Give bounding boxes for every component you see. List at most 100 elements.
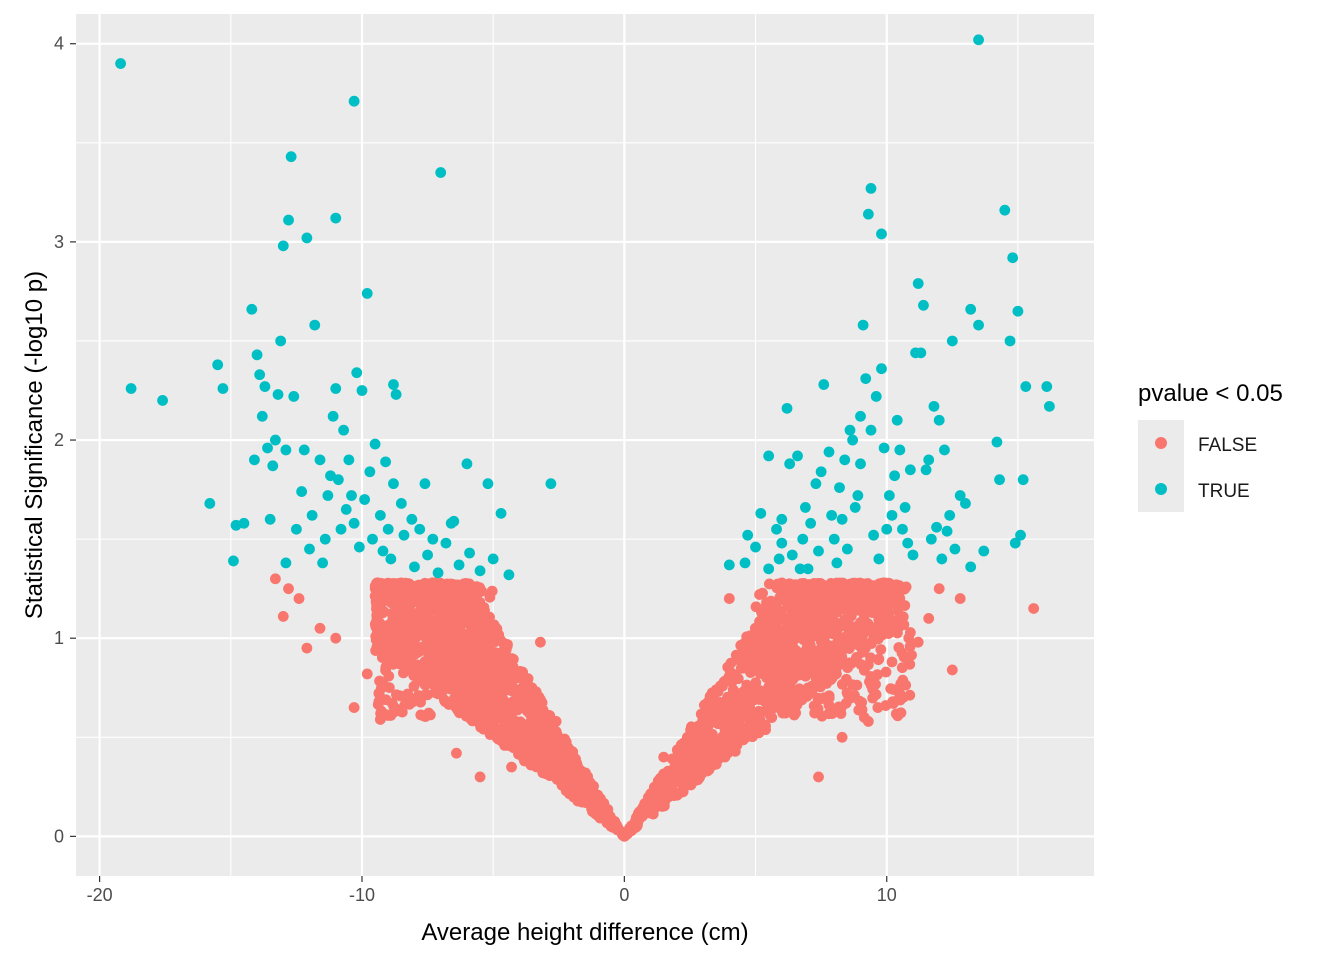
false-point [893,642,905,653]
true-point [928,400,940,412]
false-point [1028,603,1040,614]
false-point [774,592,786,604]
false-point [946,664,958,676]
true-point [254,369,266,381]
false-point [725,657,737,669]
false-point [754,646,766,658]
true-point [965,561,977,573]
false-point [397,667,409,679]
false-point [486,674,498,685]
false-point [443,699,455,710]
true-point [464,547,475,559]
false-point [761,620,773,632]
false-points [270,573,1040,783]
true-point [918,299,929,311]
false-point [819,585,831,597]
false-point [766,693,778,705]
false-point [672,768,684,780]
false-point [777,707,789,719]
false-point [900,581,912,593]
false-point [871,669,883,681]
true-point [440,537,452,549]
false-point [473,587,484,598]
legend-label-true: TRUE [1198,481,1250,502]
false-point [880,666,892,678]
false-point [897,611,909,623]
false-point [793,683,805,695]
true-point [246,303,258,315]
false-point [422,631,434,643]
false-point [643,791,654,803]
true-point [915,347,927,359]
true-point [272,389,284,400]
false-point [864,603,876,615]
true-point [359,494,371,505]
false-point [484,695,496,707]
false-point [426,618,438,630]
false-point [506,761,517,773]
false-point [503,698,515,710]
true-point [270,434,281,446]
false-point [492,733,504,745]
legend: pvalue < 0.05 FALSE TRUE [1138,380,1283,512]
false-point [894,688,906,700]
false-point [314,622,326,634]
true-point [883,490,895,501]
true-point [422,549,433,561]
false-point [427,600,439,612]
false-point [803,586,815,598]
false-point [835,578,847,590]
true-point [125,383,137,394]
false-point [529,710,540,722]
y-tick-label: 3 [54,232,64,252]
false-point [438,624,450,636]
true-point [283,214,294,226]
grid-minor [76,14,1094,876]
false-point [923,612,935,624]
false-point [762,671,773,683]
true-point [377,545,389,557]
true-point [1020,381,1032,392]
false-point [388,701,400,713]
true-point [965,303,977,315]
false-point [659,768,671,780]
false-point [887,698,899,709]
false-point [812,655,823,667]
false-point [735,656,747,667]
true-point [786,549,798,561]
y-tick-label: 2 [54,430,64,450]
false-point [465,703,476,715]
false-point [371,581,382,593]
false-point [423,655,435,667]
true-point [810,478,822,490]
false-point [559,733,570,745]
false-point [757,587,768,599]
false-point [904,658,916,670]
false-point [463,682,475,693]
false-point [712,718,724,730]
false-point [663,781,675,793]
true-point [1041,381,1053,392]
true-point [802,563,814,575]
true-point [330,212,342,224]
false-point [403,596,415,608]
false-point [558,779,570,791]
false-point [772,684,784,696]
true-point [319,533,331,545]
true-point [212,359,224,371]
true-point [314,454,326,466]
false-point [448,655,460,666]
false-point [383,670,395,682]
true-point [776,537,788,549]
true-point [944,509,956,521]
legend-swatch-true [1155,483,1167,495]
false-point [788,709,800,721]
true-point [813,545,824,557]
x-tick-label: 0 [619,885,629,905]
false-point [883,625,895,637]
false-point [782,600,794,611]
true-point [1015,529,1026,541]
false-point [477,610,488,622]
false-point [789,586,801,598]
true-point [249,454,260,466]
